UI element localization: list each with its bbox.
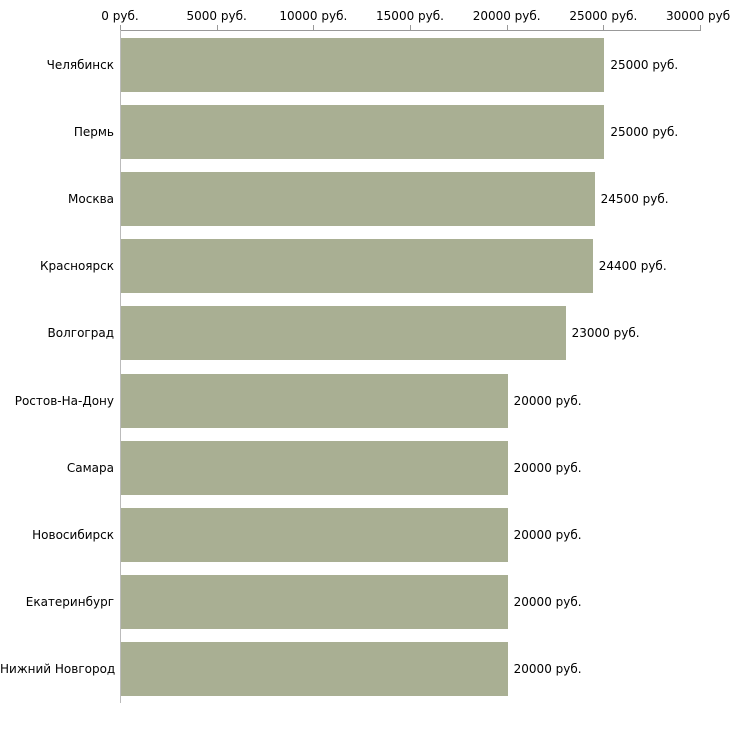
bar	[121, 239, 593, 294]
bar	[121, 37, 605, 92]
x-tick-label: 30000 руб.	[666, 9, 730, 23]
bar	[121, 172, 595, 226]
bar-row: Челябинск 25000 руб.	[0, 31, 730, 98]
bar-value-label: 24500 руб.	[600, 192, 669, 206]
bar-value-label: 25000 руб.	[610, 124, 679, 139]
bar	[121, 575, 508, 630]
x-tick-mark	[506, 25, 508, 31]
bar	[121, 440, 508, 495]
x-tick-label: 15000 руб.	[376, 9, 444, 23]
bar-value-label: 23000 руб.	[571, 326, 640, 341]
category-label: Пермь	[73, 124, 114, 139]
bar	[121, 508, 508, 563]
bar-value-label: 25000 руб.	[610, 57, 679, 72]
bar-value-label: 20000 руб.	[513, 460, 582, 475]
bar-row: Новосибирск 20000 руб.	[0, 501, 730, 568]
category-label: Нижний Новгород	[0, 662, 116, 677]
x-tick-label: 10000 руб.	[279, 9, 348, 23]
category-label: Самара	[66, 460, 114, 475]
x-axis: 0 руб. 5000 руб. 10000 руб. 15000 руб. 20000…	[0, 0, 730, 31]
bar-row: Волгоград 23000 руб.	[0, 300, 730, 367]
x-tick-mark	[216, 25, 218, 31]
bar-value-label: 20000 руб.	[513, 595, 582, 610]
category-label: Москва	[68, 192, 114, 206]
y-axis-line	[120, 30, 121, 703]
plot-area: Челябинск 25000 руб. Пермь 25000 руб. Москва…	[0, 31, 730, 703]
bar-value-label: 20000 руб.	[513, 393, 582, 408]
bar	[121, 306, 566, 361]
bar	[121, 642, 508, 697]
category-label: Красноярск	[40, 259, 114, 274]
x-tick-mark	[410, 25, 411, 31]
bar-value-label: 24400 руб.	[598, 259, 667, 274]
x-tick-label: 25000 руб.	[569, 9, 638, 23]
x-tick-mark	[120, 25, 121, 31]
x-tick-label: 20000 руб.	[472, 9, 541, 23]
x-tick-mark	[700, 25, 701, 31]
bar-row: Ростов-На-Дону 20000 руб.	[0, 367, 730, 434]
bar	[121, 373, 508, 428]
bar-row: Красноярск 24400 руб.	[0, 233, 730, 300]
x-tick-label: 5000 руб.	[186, 9, 247, 23]
bar-row: Пермь 25000 руб.	[0, 98, 730, 165]
bar-row: Нижний Новгород 20000 руб.	[0, 636, 730, 703]
bar-row: Самара 20000 руб.	[0, 434, 730, 501]
bar-value-label: 20000 руб.	[513, 528, 582, 543]
bar	[121, 104, 605, 159]
bar-row: Екатеринбург 20000 руб.	[0, 569, 730, 636]
category-label: Новосибирск	[32, 528, 114, 543]
x-axis-line	[120, 30, 701, 31]
x-tick-label: 0 руб.	[101, 9, 139, 23]
category-label: Челябинск	[46, 57, 114, 72]
category-label: Волгоград	[47, 326, 114, 341]
x-tick-mark	[313, 25, 315, 31]
bar-row: Москва 24500 руб.	[0, 165, 730, 232]
category-label: Екатеринбург	[25, 595, 114, 610]
category-label: Ростов-На-Дону	[14, 393, 114, 408]
bar-value-label: 20000 руб.	[513, 662, 582, 677]
x-tick-mark	[603, 25, 605, 31]
